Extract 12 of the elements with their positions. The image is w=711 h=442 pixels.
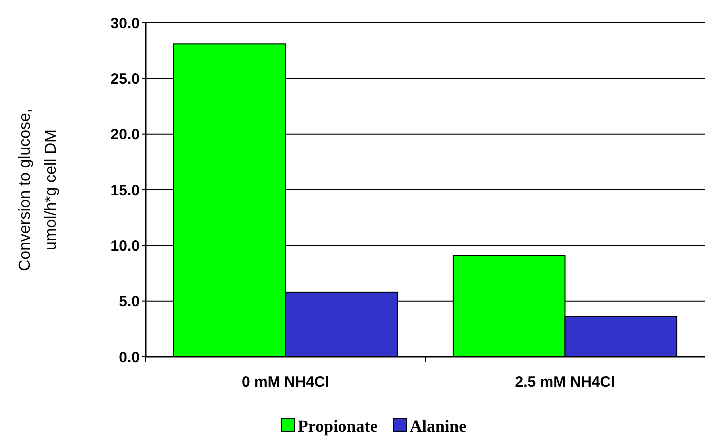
y-tick-label: 25.0	[110, 70, 140, 88]
x-tick-label: 0 mM NH4Cl	[242, 374, 330, 391]
x-tick-label: 2.5 mM NH4Cl	[515, 374, 616, 391]
legend-label: Propionate	[298, 417, 378, 436]
legend-label: Alanine	[410, 417, 468, 436]
y-tick-label: 30.0	[110, 15, 140, 32]
y-tick-label: 10.0	[110, 238, 140, 255]
y-tick-label: 0.0	[119, 349, 140, 366]
y-tick-label: 15.0	[110, 182, 140, 200]
y-tick-label: 5.0	[119, 294, 140, 311]
y-axis-title: Conversion to glucose, umol/h*g cell DM	[17, 108, 60, 272]
y-tick-label: 20.0	[110, 126, 140, 144]
